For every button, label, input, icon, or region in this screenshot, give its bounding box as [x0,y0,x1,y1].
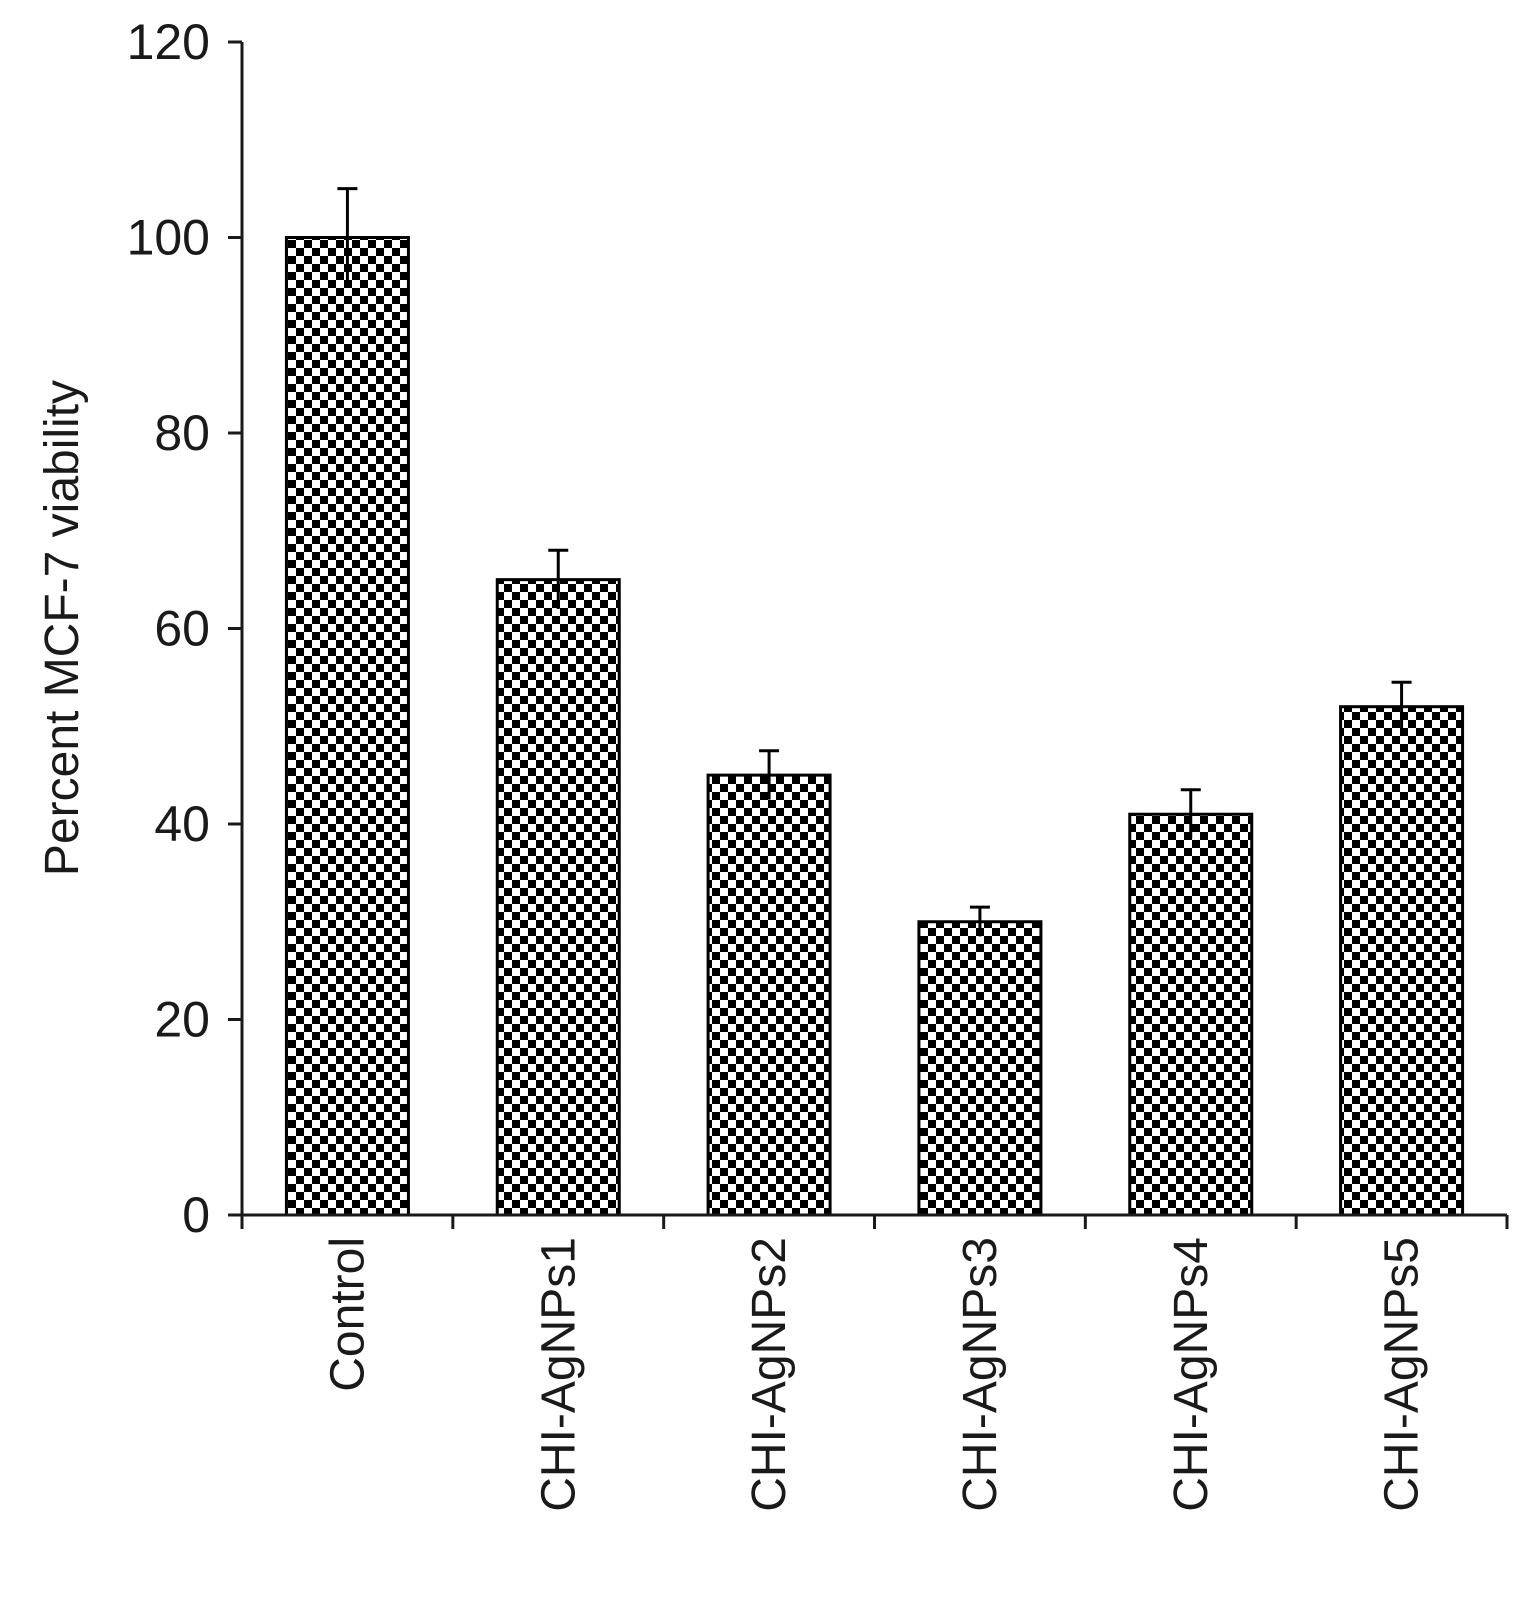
y-tick-label-100: 100 [127,210,210,266]
bar-chi-agnps3 [917,920,1043,1217]
category-label-chi-agnps3: CHI-AgNPs3 [954,1237,1007,1512]
category-label-chi-agnps5: CHI-AgNPs5 [1376,1237,1429,1512]
category-label-control: Control [321,1237,374,1392]
y-tick-label-0: 0 [182,1187,210,1243]
bar-chi-agnps4 [1128,812,1254,1217]
y-tick-label-20: 20 [154,992,210,1048]
category-label-chi-agnps1: CHI-AgNPs1 [532,1237,585,1512]
bar-control [284,236,410,1217]
bars-layer [284,236,1465,1217]
category-label-chi-agnps2: CHI-AgNPs2 [743,1237,796,1512]
category-label-chi-agnps4: CHI-AgNPs4 [1165,1237,1218,1512]
y-tick-label-60: 60 [154,601,210,657]
y-tick-label-80: 80 [154,405,210,461]
bar-chi-agnps2 [706,773,832,1217]
y-tick-label-40: 40 [154,796,210,852]
error-bars-layer [337,187,1412,937]
y-axis-title: Percent MCF-7 viability [36,380,89,876]
labels-layer: 0 20 40 60 80 100 120 Control CHI-AgNPs1 CHI-AgNP… [36,14,1429,1512]
axes-layer [228,40,1509,1229]
bar-chi-agnps5 [1339,705,1465,1217]
y-tick-label-120: 120 [127,14,210,70]
bar-chi-agnps1 [495,578,621,1217]
